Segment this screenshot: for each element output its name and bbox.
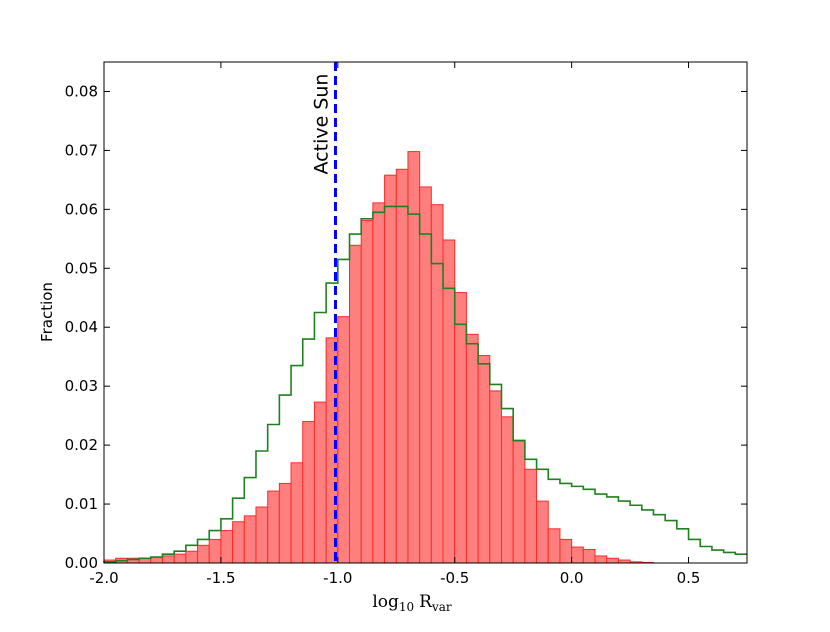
step-histogram-line bbox=[103, 205, 747, 563]
reference-line-group: Active Sun bbox=[310, 62, 337, 563]
histogram-bar bbox=[606, 557, 619, 564]
histogram-bar bbox=[419, 186, 432, 564]
histogram-bar bbox=[173, 553, 187, 564]
histogram-bar bbox=[430, 204, 444, 564]
y-tick-label: 0.05 bbox=[65, 259, 98, 277]
y-tick-label: 0.03 bbox=[65, 377, 98, 395]
y-tick-label: 0.00 bbox=[65, 554, 98, 572]
histogram-bar bbox=[454, 291, 467, 564]
active-sun-label: Active Sun bbox=[310, 74, 332, 175]
histogram-bar bbox=[278, 482, 292, 564]
histogram-bar bbox=[161, 555, 175, 564]
y-axis-ticks: 0.00 0.01 0.02 0.03 0.04 0.05 0.06 0.07 0.08 bbox=[65, 82, 747, 572]
y-tick-label: 0.08 bbox=[65, 82, 98, 100]
histogram-bar bbox=[571, 546, 584, 564]
histogram-bar bbox=[267, 490, 280, 564]
histogram-bar bbox=[594, 555, 608, 564]
x-axis-ticks: -2.0 -1.5 -1.0 -0.5 0.0 0.5 bbox=[89, 62, 700, 587]
histogram-bar bbox=[360, 220, 374, 564]
histogram-bar bbox=[547, 528, 561, 564]
x-tick-label: -2.0 bbox=[89, 569, 118, 587]
y-tick-label: 0.02 bbox=[65, 436, 98, 454]
histogram-bar bbox=[372, 202, 386, 564]
histogram-bar bbox=[243, 515, 257, 564]
histogram-bar bbox=[337, 316, 351, 564]
histogram-bar bbox=[477, 355, 491, 564]
y-tick-label: 0.01 bbox=[65, 495, 98, 513]
plot-frame bbox=[103, 61, 748, 564]
x-tick-label: -1.0 bbox=[323, 569, 352, 587]
x-axis-label-variable: R bbox=[419, 592, 433, 612]
x-axis-label-log: log bbox=[372, 592, 399, 612]
histogram-bar bbox=[489, 390, 502, 564]
x-tick-label: 0.0 bbox=[560, 569, 584, 587]
x-axis-label-variable-subscript: var bbox=[431, 600, 452, 614]
histogram-bar bbox=[582, 548, 596, 564]
filled-histogram-series bbox=[103, 151, 654, 564]
y-tick-label: 0.06 bbox=[65, 200, 98, 218]
histogram-bar bbox=[512, 440, 526, 564]
y-axis-label: Fraction bbox=[38, 282, 56, 342]
histogram-bar bbox=[384, 174, 397, 564]
histogram-bar bbox=[536, 500, 549, 564]
histogram-bar bbox=[524, 468, 538, 564]
histogram-bar bbox=[208, 538, 222, 564]
histogram-bar bbox=[302, 421, 315, 564]
histogram-bar bbox=[465, 333, 479, 564]
x-tick-label: -1.5 bbox=[206, 569, 235, 587]
histogram-bar bbox=[220, 530, 234, 564]
histogram-bar bbox=[500, 416, 514, 564]
y-tick-label: 0.07 bbox=[65, 141, 98, 159]
histogram-bar bbox=[185, 550, 199, 564]
x-tick-label: 0.5 bbox=[677, 569, 701, 587]
histogram-bar bbox=[395, 168, 409, 564]
y-tick-label: 0.04 bbox=[65, 318, 98, 336]
histogram-bar bbox=[150, 556, 163, 564]
histogram-bar bbox=[197, 544, 210, 564]
histogram-bar bbox=[255, 506, 269, 564]
x-tick-label: -0.5 bbox=[440, 569, 469, 587]
histogram-bar bbox=[290, 462, 304, 564]
histogram-bar bbox=[232, 521, 245, 564]
x-axis-label: log10 Rvar bbox=[372, 592, 452, 614]
histogram-bar bbox=[313, 401, 327, 564]
histogram-bar bbox=[349, 244, 362, 564]
histogram-bar bbox=[559, 538, 573, 564]
step-histogram-series bbox=[103, 205, 747, 563]
x-axis-label-log-subscript: 10 bbox=[399, 600, 414, 614]
